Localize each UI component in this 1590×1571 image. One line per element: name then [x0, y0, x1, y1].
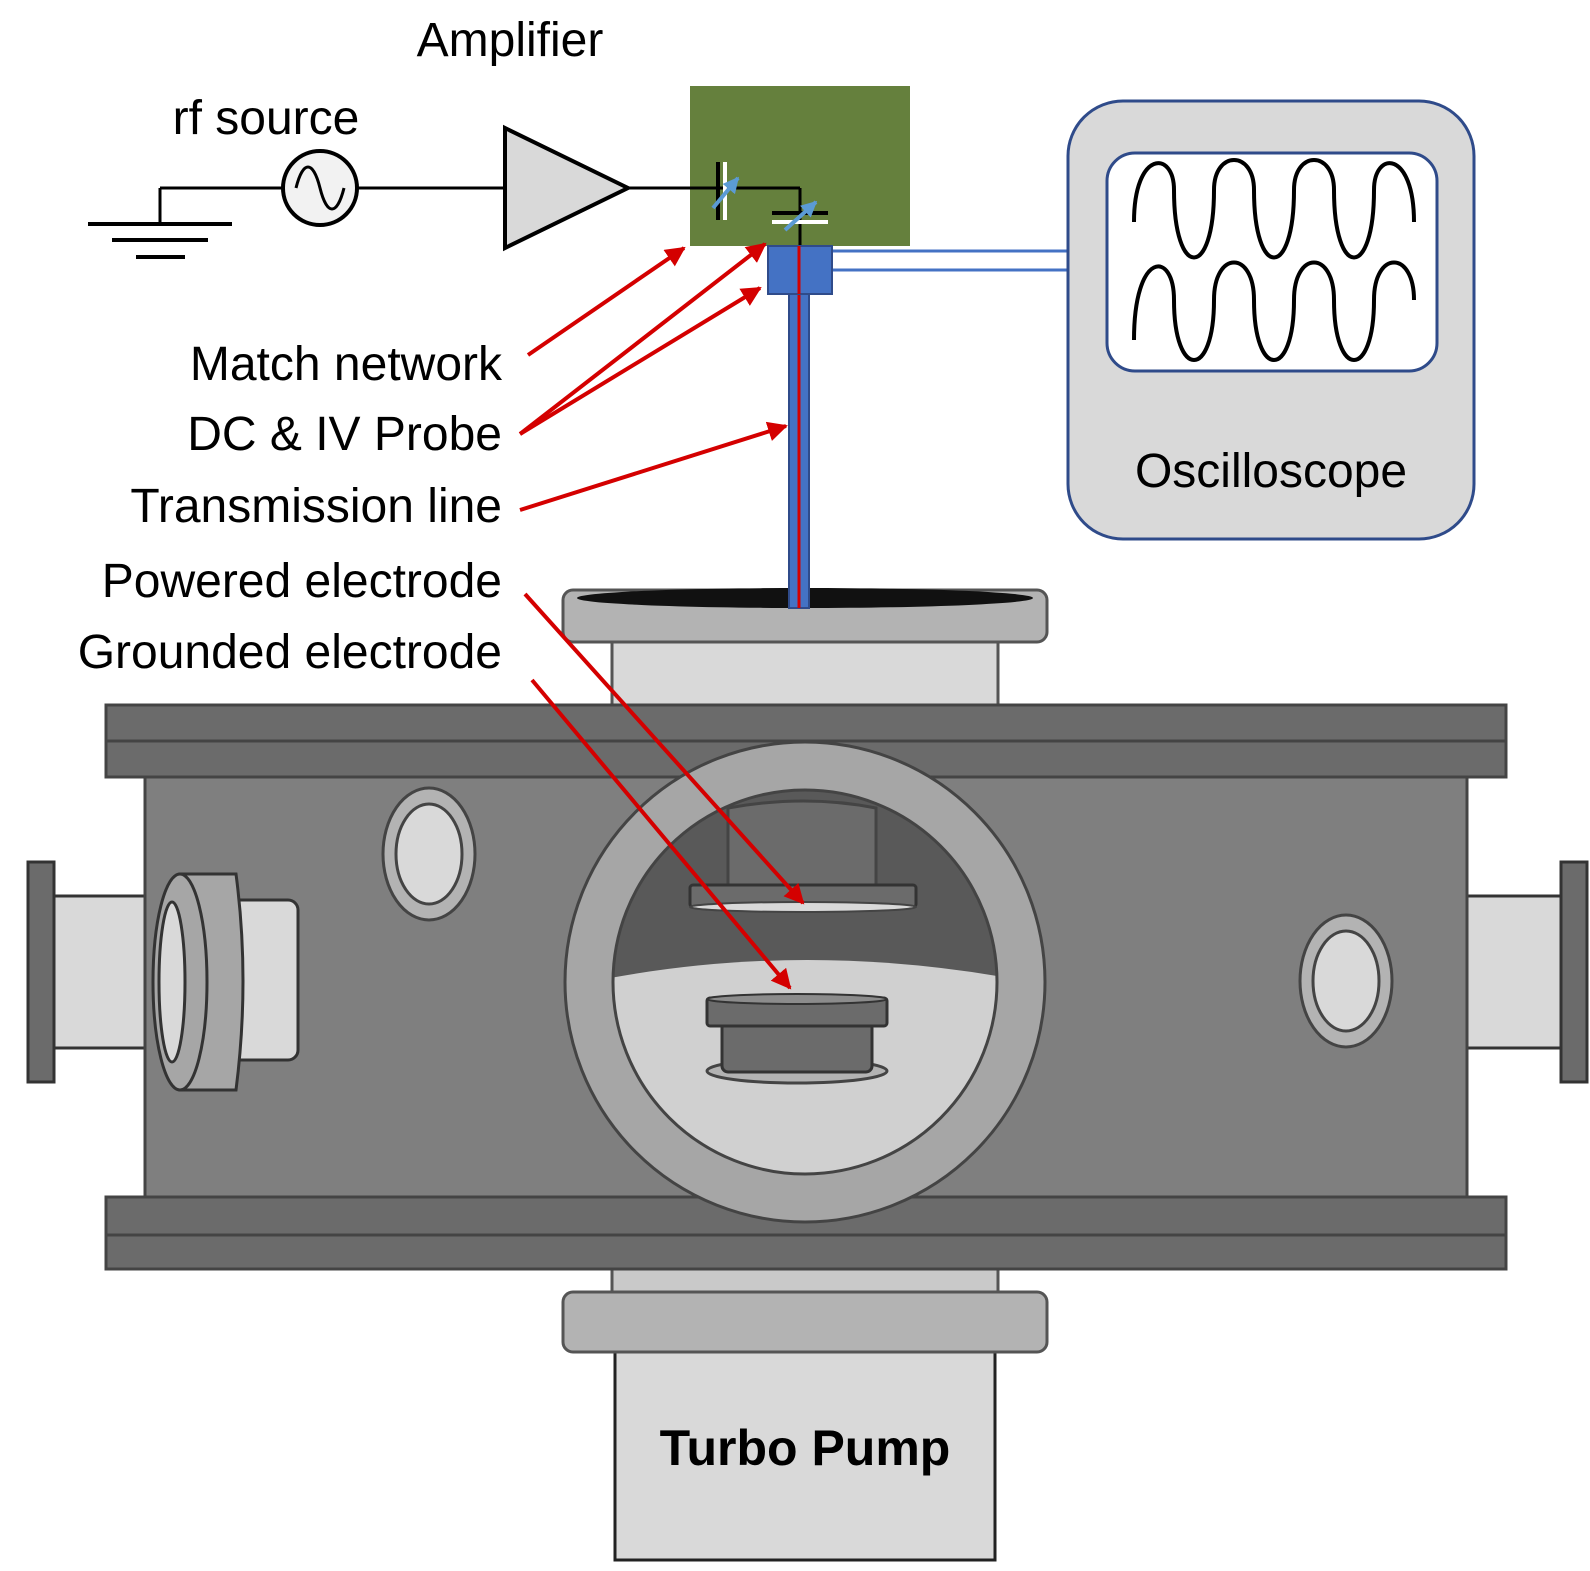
oscilloscope [1066, 99, 1476, 541]
annotation-arrows [518, 242, 805, 990]
label-match-network: Match network [190, 338, 503, 391]
ground-symbol [88, 186, 283, 259]
arrow-dc-probe-1 [518, 242, 767, 436]
arrow-powered-electrode [523, 592, 805, 905]
label-turbo-pump: Turbo Pump [660, 1420, 951, 1476]
left-window-fitting [151, 872, 300, 1092]
right-side-port [1463, 860, 1589, 1084]
transmission-line [788, 250, 810, 609]
amplifier-symbol [503, 124, 633, 252]
arrow-transmission-line [519, 421, 788, 512]
label-powered-electrode: Powered electrode [102, 555, 502, 608]
oscilloscope-cable [829, 249, 1070, 272]
label-amplifier: Amplifier [417, 14, 604, 67]
label-grounded-electrode: Grounded electrode [78, 626, 502, 679]
match-network-box [628, 86, 910, 250]
variable-capacitor-series [711, 162, 740, 220]
top-port [561, 588, 1049, 712]
waveform-top [1132, 158, 1416, 260]
arrow-dc-probe-2 [518, 286, 762, 436]
dc-iv-probe [767, 245, 833, 295]
small-viewport-left [381, 786, 477, 922]
turbo-pump [561, 1260, 1049, 1562]
variable-capacitor-shunt [772, 200, 828, 232]
left-side-port [26, 860, 152, 1084]
grounded-electrode [705, 993, 889, 1085]
small-viewport-right [1298, 913, 1394, 1049]
label-dc-iv-probe: DC & IV Probe [187, 408, 502, 461]
rf-source-symbol [281, 149, 505, 227]
waveform-bottom [1132, 260, 1416, 362]
arrow-match-network [526, 246, 686, 357]
arrow-grounded-electrode [530, 678, 792, 990]
label-rf-source: rf source [173, 92, 360, 145]
label-oscilloscope: Oscilloscope [1135, 445, 1407, 498]
label-transmission-line: Transmission line [130, 480, 502, 533]
